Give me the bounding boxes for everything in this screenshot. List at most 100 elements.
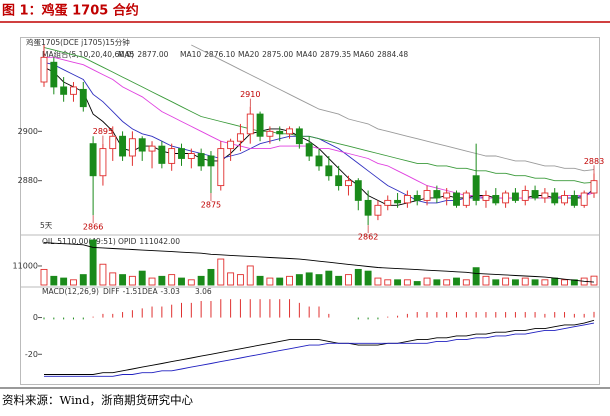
volume-bar <box>315 274 323 286</box>
macd-legend-title: MACD(12,26,9) <box>42 287 99 296</box>
extreme-label: 2895 <box>93 127 113 136</box>
period-label: 5天 <box>40 221 53 230</box>
candle-body <box>453 192 460 206</box>
legend-name: OPID <box>118 237 137 246</box>
volume-bar <box>345 274 352 286</box>
candle-body <box>570 195 578 206</box>
volume-bar <box>413 281 421 286</box>
candle-body <box>315 155 323 167</box>
legend-entry: MA60 2884.48 <box>353 50 408 59</box>
volume-bar <box>89 239 97 286</box>
candle-body <box>374 204 382 216</box>
volume-bar <box>128 275 136 286</box>
candle-body <box>335 175 343 187</box>
candle-body <box>443 192 451 199</box>
candle-body <box>40 56 48 83</box>
candle-body <box>178 148 185 159</box>
candle-body <box>256 113 264 137</box>
candle-body <box>590 180 598 194</box>
y-tick-label: 2880 <box>18 176 38 185</box>
volume-bar <box>551 277 559 286</box>
figure-title: 图 1：鸡蛋 1705 合约 <box>2 3 139 19</box>
volume-bar <box>403 279 411 286</box>
volume-bar <box>590 275 598 286</box>
ma-line <box>43 66 595 206</box>
candle-body <box>423 190 431 201</box>
volume-bar <box>276 277 284 286</box>
legend-entry: MA10 2876.10 <box>180 50 235 59</box>
volume-bar <box>187 279 195 286</box>
legend-entry: DIFF -1.51 <box>103 287 142 296</box>
volume-bar <box>335 275 343 286</box>
extreme-label: 2862 <box>358 233 378 242</box>
candle-body <box>462 192 470 206</box>
volume-bar <box>374 277 382 286</box>
candle-body <box>197 153 205 167</box>
legend-value: 2876.10 <box>204 50 235 59</box>
candle-body <box>79 88 87 108</box>
extreme-label: 2883 <box>584 157 604 166</box>
volume-bar <box>197 275 205 286</box>
volume-bar <box>443 279 451 286</box>
volume-bar <box>384 279 392 286</box>
volume-bar <box>266 277 274 286</box>
volume-bar <box>462 279 470 286</box>
legend-name: MA60 <box>353 50 374 59</box>
legend-value: 2884.48 <box>377 50 408 59</box>
candle-body <box>168 148 176 164</box>
volume-bar <box>99 263 107 286</box>
candle-body <box>236 133 244 142</box>
candle-body <box>482 195 490 201</box>
legend-value: 2875.00 <box>262 50 293 59</box>
candle-body <box>187 153 195 159</box>
volume-bar <box>364 270 372 286</box>
volume-bar <box>178 277 185 286</box>
candle-body <box>99 148 107 177</box>
legend-value: 2879.35 <box>320 50 351 59</box>
legend-value: 3.06 <box>195 287 212 296</box>
panel-header: 鸡蛋1705(DCE j1705)15分钟 <box>26 37 130 47</box>
candle-body <box>50 61 58 88</box>
legend-name: MA5 <box>118 50 135 59</box>
volume-bar <box>541 279 549 286</box>
volume-bar <box>453 277 460 286</box>
volume-bar <box>40 268 48 286</box>
candle-body <box>128 138 136 157</box>
extreme-label: 2875 <box>201 201 221 210</box>
candle-body <box>325 165 333 177</box>
legend-entry: OIL 5110.00(49:51) <box>42 237 116 246</box>
candle-body <box>413 195 421 201</box>
legend-entry: MA40 2879.35 <box>296 50 351 59</box>
volume-bar <box>227 272 235 286</box>
legend-value: -3.03 <box>160 287 180 296</box>
candle-body <box>70 86 77 95</box>
candle-body <box>502 192 510 204</box>
volume-bar <box>521 277 529 286</box>
candle-body <box>207 155 215 167</box>
y-tick-label: 2900 <box>18 127 38 136</box>
macd-line <box>44 319 595 375</box>
volume-bar <box>325 270 333 286</box>
candle-body <box>158 145 166 164</box>
candle-body <box>364 199 372 216</box>
candle-body <box>433 190 441 199</box>
price-plot <box>40 44 598 226</box>
volume-bar <box>79 274 87 286</box>
volume-bar <box>119 274 127 286</box>
legend-entry: OPID 111042.00 <box>118 237 180 246</box>
volume-bar <box>246 265 254 286</box>
ma-line <box>43 47 595 184</box>
candle-body <box>384 199 392 206</box>
candle-body <box>305 143 313 157</box>
y-tick-label: -20 <box>25 350 38 359</box>
volume-bar <box>561 279 568 286</box>
candle-body <box>286 128 293 135</box>
volume-bar <box>70 279 77 286</box>
ma-line <box>43 61 595 204</box>
legend-entry: MA20 2875.00 <box>238 50 293 59</box>
candle-body <box>89 143 97 177</box>
candle-body <box>511 192 519 201</box>
volume-bar <box>168 274 176 286</box>
volume-bar <box>502 277 510 286</box>
legend-name: DEA <box>142 287 159 296</box>
